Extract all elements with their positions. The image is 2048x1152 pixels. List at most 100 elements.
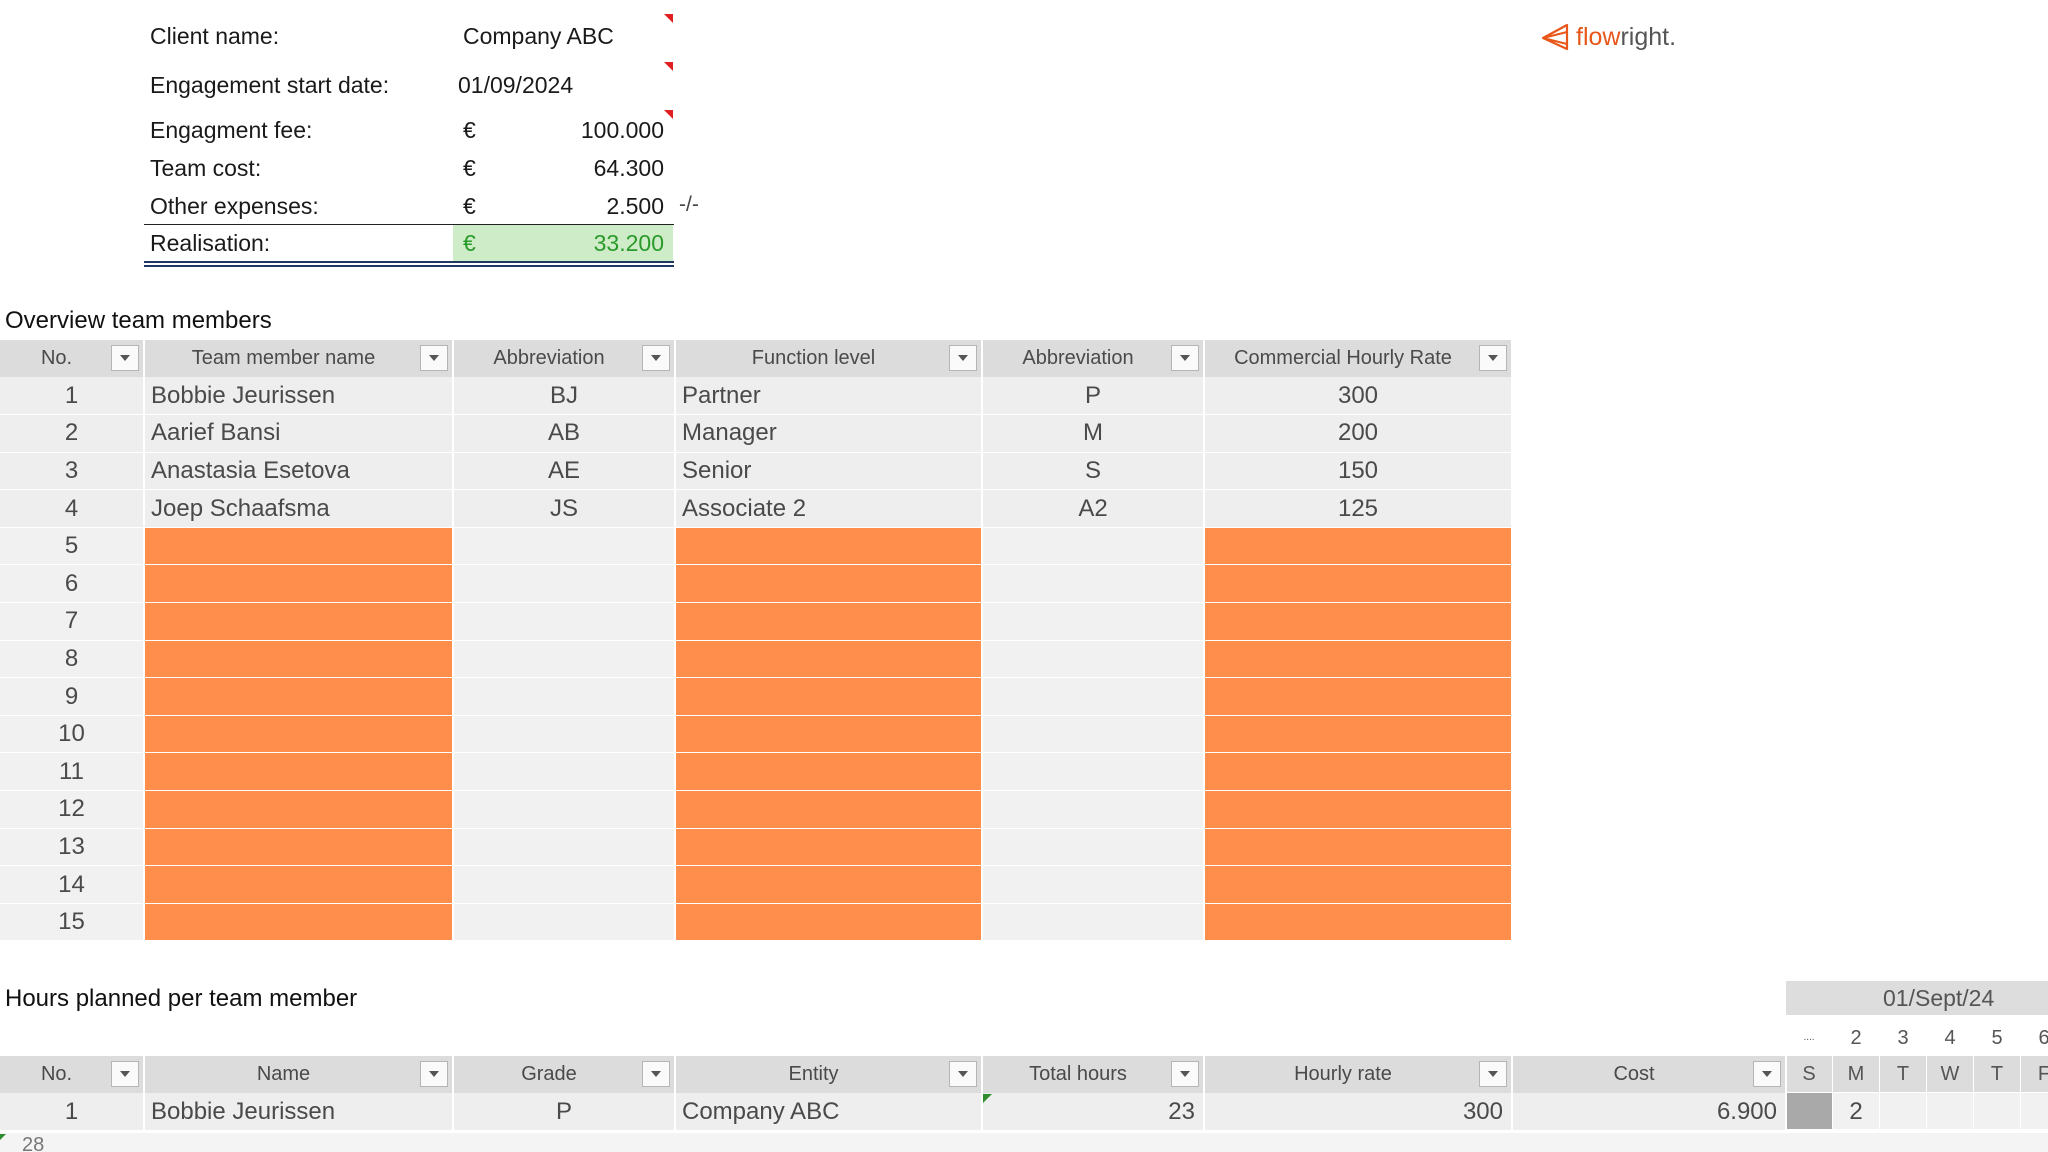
row-level-abbreviation[interactable] xyxy=(982,790,1205,829)
row-function-level[interactable] xyxy=(675,640,983,679)
row-hourly-rate[interactable]: 300 xyxy=(1204,377,1513,416)
row-abbreviation[interactable]: JS xyxy=(453,489,676,528)
col-header-function-level[interactable]: Function level xyxy=(675,340,983,377)
row-no[interactable]: 11 xyxy=(0,752,145,792)
row-team-member-name[interactable] xyxy=(144,640,454,679)
row-abbreviation[interactable] xyxy=(453,865,676,904)
comment-indicator[interactable] xyxy=(664,110,673,119)
filter-dropdown-icon[interactable] xyxy=(1479,1061,1507,1087)
row-level-abbreviation[interactable] xyxy=(982,640,1205,679)
filter-dropdown-icon[interactable] xyxy=(642,345,670,371)
row-team-member-name[interactable] xyxy=(144,752,454,792)
row-team-member-name[interactable] xyxy=(144,527,454,566)
row-function-level[interactable]: Associate 2 xyxy=(675,489,983,528)
row-level-abbreviation[interactable] xyxy=(982,602,1205,641)
row-no[interactable]: 9 xyxy=(0,677,145,716)
row-function-level[interactable] xyxy=(675,903,983,942)
other-expenses-value[interactable]: 2.500 xyxy=(606,193,664,219)
row-level-abbreviation[interactable] xyxy=(982,865,1205,904)
row-level-abbreviation[interactable]: S xyxy=(982,452,1205,491)
row-abbreviation[interactable] xyxy=(453,564,676,604)
row-hourly-rate[interactable] xyxy=(1204,602,1513,641)
col-header-name[interactable]: Name xyxy=(144,1056,454,1093)
row-abbreviation[interactable] xyxy=(453,828,676,867)
error-indicator[interactable] xyxy=(0,1134,6,1140)
col-header-no[interactable]: No. xyxy=(0,1056,145,1093)
row-no[interactable]: 1 xyxy=(0,1093,145,1132)
row-no[interactable]: 10 xyxy=(0,715,145,754)
calendar-hours-cell[interactable] xyxy=(1927,1093,1974,1129)
row-level-abbreviation[interactable] xyxy=(982,564,1205,604)
col-header-entity[interactable]: Entity xyxy=(675,1056,983,1093)
filter-dropdown-icon[interactable] xyxy=(949,1061,977,1087)
row-level-abbreviation[interactable]: M xyxy=(982,414,1205,453)
row-hourly-rate[interactable] xyxy=(1204,865,1513,904)
col-header-total-hours[interactable]: Total hours xyxy=(982,1056,1205,1093)
row-no[interactable]: 1 xyxy=(0,377,145,416)
engagement-start-value[interactable]: 01/09/2024 xyxy=(458,72,574,98)
row-team-member-name[interactable] xyxy=(144,677,454,716)
row-no[interactable]: 15 xyxy=(0,903,145,942)
row-abbreviation[interactable] xyxy=(453,677,676,716)
filter-dropdown-icon[interactable] xyxy=(420,1061,448,1087)
row-function-level[interactable] xyxy=(675,602,983,641)
comment-indicator[interactable] xyxy=(664,14,673,23)
row-team-member-name[interactable]: Anastasia Esetova xyxy=(144,452,454,491)
row-no[interactable]: 8 xyxy=(0,640,145,679)
row-cost[interactable]: 6.900 xyxy=(1512,1093,1787,1132)
calendar-hours-cell[interactable] xyxy=(1974,1093,2021,1129)
row-abbreviation[interactable] xyxy=(453,752,676,792)
row-abbreviation[interactable]: AB xyxy=(453,414,676,453)
row-hourly-rate[interactable] xyxy=(1204,828,1513,867)
col-header-team-member-name[interactable]: Team member name xyxy=(144,340,454,377)
row-level-abbreviation[interactable] xyxy=(982,715,1205,754)
row-hourly-rate[interactable]: 150 xyxy=(1204,452,1513,491)
row-team-member-name[interactable]: Bobbie Jeurissen xyxy=(144,377,454,416)
row-level-abbreviation[interactable] xyxy=(982,677,1205,716)
row-team-member-name[interactable] xyxy=(144,715,454,754)
row-hourly-rate[interactable] xyxy=(1204,752,1513,792)
row-team-member-name[interactable] xyxy=(144,865,454,904)
row-total-hours[interactable]: 23 xyxy=(982,1093,1205,1132)
row-abbreviation[interactable]: AE xyxy=(453,452,676,491)
row-abbreviation[interactable]: BJ xyxy=(453,377,676,416)
row-no[interactable]: 7 xyxy=(0,602,145,641)
row-abbreviation[interactable] xyxy=(453,903,676,942)
row-team-member-name[interactable]: Aarief Bansi xyxy=(144,414,454,453)
row-no[interactable]: 4 xyxy=(0,489,145,528)
row-abbreviation[interactable] xyxy=(453,715,676,754)
row-no[interactable]: 13 xyxy=(0,828,145,867)
row-no[interactable]: 14 xyxy=(0,865,145,904)
row-level-abbreviation[interactable] xyxy=(982,903,1205,942)
filter-dropdown-icon[interactable] xyxy=(111,1061,139,1087)
calendar-hours-cell[interactable]: 2 xyxy=(1833,1093,1880,1129)
row-level-abbreviation[interactable] xyxy=(982,828,1205,867)
row-no[interactable]: 5 xyxy=(0,527,145,566)
filter-dropdown-icon[interactable] xyxy=(1171,1061,1199,1087)
row-hourly-rate[interactable] xyxy=(1204,640,1513,679)
row-hourly-rate[interactable]: 125 xyxy=(1204,489,1513,528)
row-function-level[interactable] xyxy=(675,527,983,566)
engagement-fee-value[interactable]: 100.000 xyxy=(580,117,664,143)
row-abbreviation[interactable] xyxy=(453,527,676,566)
calendar-hours-cell[interactable] xyxy=(2021,1093,2048,1129)
row-function-level[interactable] xyxy=(675,752,983,792)
row-entity[interactable]: Company ABC xyxy=(675,1093,983,1132)
row-hourly-rate[interactable] xyxy=(1204,790,1513,829)
row-level-abbreviation[interactable]: A2 xyxy=(982,489,1205,528)
row-level-abbreviation[interactable] xyxy=(982,752,1205,792)
row-team-member-name[interactable] xyxy=(144,564,454,604)
filter-dropdown-icon[interactable] xyxy=(111,345,139,371)
col-header-no[interactable]: No. xyxy=(0,340,145,377)
row-level-abbreviation[interactable] xyxy=(982,527,1205,566)
row-hourly-rate[interactable]: 200 xyxy=(1204,414,1513,453)
row-function-level[interactable]: Manager xyxy=(675,414,983,453)
realisation-value[interactable]: 33.200 xyxy=(593,230,664,256)
col-header-abbreviation-2[interactable]: Abbreviation xyxy=(982,340,1205,377)
row-name[interactable]: Bobbie Jeurissen xyxy=(144,1093,454,1132)
filter-dropdown-icon[interactable] xyxy=(420,345,448,371)
row-team-member-name[interactable] xyxy=(144,790,454,829)
row-no[interactable]: 6 xyxy=(0,564,145,604)
team-cost-value[interactable]: 64.300 xyxy=(593,155,664,181)
client-name-value[interactable]: Company ABC xyxy=(463,23,614,49)
